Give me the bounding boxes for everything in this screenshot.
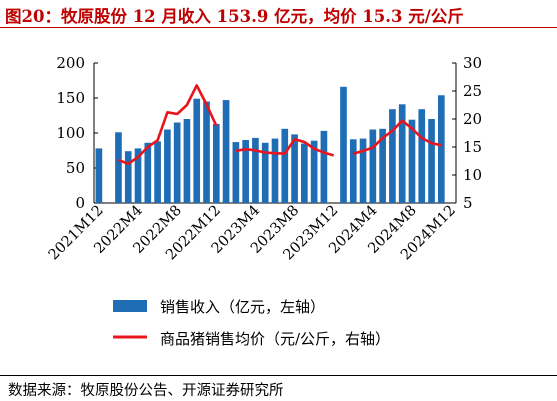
- left-tick-label: 150: [56, 89, 85, 107]
- right-tick-label: 5: [463, 194, 473, 212]
- price-line-segment: [235, 137, 335, 157]
- bar: [212, 123, 220, 203]
- bar: [271, 138, 279, 203]
- figure-title: 图20：牧原股份 12 月收入 153.9 亿元，均价 15.3 元/公斤: [5, 7, 464, 26]
- bar: [154, 141, 161, 203]
- right-tick-label: 15: [463, 138, 482, 156]
- bar: [183, 119, 191, 203]
- bar: [164, 129, 171, 203]
- left-tick-label: 50: [66, 159, 85, 177]
- bar: [310, 140, 318, 203]
- bar: [232, 142, 240, 203]
- right-tick-label: 10: [463, 166, 482, 184]
- bar: [134, 148, 142, 203]
- bar-series: [95, 86, 445, 203]
- bar: [340, 86, 347, 203]
- bar: [369, 129, 377, 203]
- bar: [203, 101, 210, 203]
- legend-swatch-bars: [113, 300, 147, 312]
- bar: [173, 122, 181, 203]
- right-tick-label: 30: [463, 54, 482, 72]
- bar: [408, 119, 416, 203]
- bar: [398, 104, 406, 203]
- left-tick-label: 0: [75, 194, 85, 212]
- bar: [252, 137, 259, 203]
- right-tick-label: 25: [463, 82, 482, 100]
- left-tick-label: 100: [56, 124, 85, 142]
- bar: [320, 130, 328, 203]
- price-line-segment: [352, 119, 442, 155]
- bar: [115, 132, 122, 203]
- bar: [124, 151, 132, 203]
- bar: [349, 139, 357, 203]
- line-series: [118, 84, 442, 166]
- bar: [301, 143, 308, 203]
- source-rule: [0, 375, 557, 376]
- left-tick-label: 200: [56, 54, 85, 72]
- bar: [379, 128, 386, 203]
- bar: [242, 140, 249, 203]
- bar: [359, 138, 367, 203]
- bar: [437, 95, 445, 203]
- price-line-segment: [118, 84, 218, 166]
- bar: [261, 142, 269, 203]
- bar: [389, 109, 396, 203]
- bar: [222, 100, 230, 203]
- bar: [281, 128, 289, 203]
- bar: [418, 109, 426, 203]
- bar: [428, 119, 435, 203]
- source-note: 数据来源：牧原股份公告、开源证券研究所: [8, 383, 284, 399]
- bar: [291, 134, 298, 203]
- bar: [193, 98, 201, 203]
- legend-marks: [113, 300, 147, 339]
- bar: [144, 142, 152, 203]
- title-rule: [0, 27, 557, 28]
- bar: [95, 148, 103, 203]
- right-tick-label: 20: [463, 110, 482, 128]
